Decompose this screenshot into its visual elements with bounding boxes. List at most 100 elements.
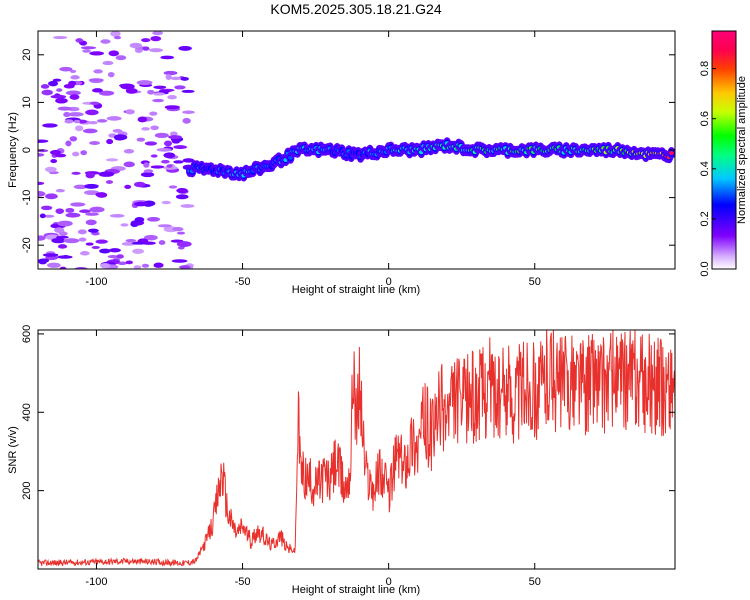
noise-blob [107, 255, 119, 259]
noise-blob [75, 125, 84, 132]
noise-blob [182, 110, 195, 114]
noise-blob [181, 89, 195, 93]
noise-blob [173, 145, 188, 150]
noise-blob [125, 239, 137, 243]
noise-blob [65, 90, 81, 96]
noise-blob [89, 101, 100, 105]
noise-blob [91, 245, 100, 249]
noise-blob [55, 153, 67, 158]
noise-blob [100, 262, 111, 269]
noise-blob [182, 117, 191, 124]
noise-blob [117, 261, 128, 266]
noise-blob [133, 265, 142, 269]
x-tick-label: -50 [235, 576, 251, 588]
noise-blob [96, 119, 108, 123]
noise-blob [99, 248, 111, 254]
noise-blob [55, 97, 68, 104]
noise-blob [89, 206, 105, 213]
noise-blob [158, 240, 166, 246]
noise-blob [113, 134, 128, 141]
noise-blob [106, 116, 122, 121]
noise-blob [113, 35, 122, 40]
noise-blob [150, 154, 158, 158]
noise-blob [85, 219, 97, 226]
noise-blob [157, 224, 172, 228]
colorbar-label: Normalized spectral amplitude [736, 76, 748, 224]
noise-blob [141, 263, 150, 268]
x-tick-label: -50 [235, 276, 251, 288]
noise-blob [152, 92, 166, 96]
noise-blob [91, 88, 103, 93]
noise-blob [75, 38, 84, 43]
spectrogram-title: KOM5.2025.305.18.21.G24 [270, 1, 441, 17]
noise-blob [136, 137, 146, 142]
noise-blob [105, 180, 114, 184]
noise-blob [171, 138, 181, 144]
noise-blob [69, 94, 80, 100]
noise-blob [168, 135, 182, 140]
noise-blob [136, 80, 153, 86]
noise-blob [142, 46, 150, 51]
noise-blob [134, 216, 145, 223]
noise-blob [65, 140, 72, 147]
spectrogram-y-label: Frequency (Hz) [7, 112, 19, 188]
spectrogram-y-axis: -20 -10 0 10 20 [21, 49, 675, 253]
noise-blob [98, 90, 115, 96]
noise-blob [142, 241, 156, 245]
noise-blob [69, 136, 78, 142]
spectrogram-x-axis: -100 -50 0 50 [85, 31, 541, 288]
noise-blob [71, 171, 81, 175]
noise-blob [109, 213, 125, 218]
colorbar [712, 31, 736, 269]
noise-blob [95, 239, 108, 244]
noise-blob [163, 152, 176, 159]
noise-blob [38, 181, 45, 186]
noise-blob [100, 39, 111, 44]
noise-blob [57, 106, 72, 111]
noise-blob [141, 38, 151, 43]
noise-blob [173, 160, 184, 164]
noise-blob [106, 138, 114, 145]
noise-blob [153, 85, 167, 89]
snr-x-axis: -100 -50 0 50 [85, 330, 541, 588]
y-tick-label: -10 [21, 190, 33, 206]
noise-blob [120, 223, 129, 227]
noise-blob [123, 161, 135, 168]
y-tick-label: 400 [21, 403, 33, 421]
noise-blob [85, 109, 99, 116]
noise-blob [40, 84, 50, 89]
noise-blob [129, 42, 142, 49]
noise-blob [125, 260, 133, 265]
snr-y-label: SNR (v/v) [7, 426, 19, 474]
noise-blob [80, 46, 97, 50]
noise-blob [72, 151, 80, 157]
noise-blob [53, 35, 68, 40]
y-tick-label: 200 [21, 481, 33, 499]
noise-blob [77, 229, 87, 235]
noise-blob [149, 111, 158, 116]
noise-blob [52, 78, 62, 82]
noise-blob [175, 194, 189, 200]
noise-blob [84, 184, 99, 189]
noise-blob [137, 116, 148, 123]
noise-blob [154, 132, 169, 138]
noise-blob [125, 109, 135, 115]
noise-blob [48, 80, 59, 87]
noise-blob [150, 125, 159, 131]
noise-blob [161, 159, 170, 164]
colorbar-tick-label: 0.0 [699, 261, 711, 276]
noise-blob [179, 265, 191, 269]
noise-blob [55, 235, 69, 239]
noise-blob [144, 141, 157, 146]
y-tick-label: 600 [21, 325, 33, 343]
noise-blob [116, 254, 124, 259]
colorbar-frame [711, 30, 737, 270]
noise-blob [93, 69, 103, 74]
noise-blob [50, 94, 67, 99]
snr-x-label: Height of straight line (km) [292, 584, 420, 596]
noise-blob [164, 140, 173, 147]
noise-blob [38, 235, 46, 241]
noise-blob [85, 242, 94, 246]
signal-track [185, 137, 675, 182]
